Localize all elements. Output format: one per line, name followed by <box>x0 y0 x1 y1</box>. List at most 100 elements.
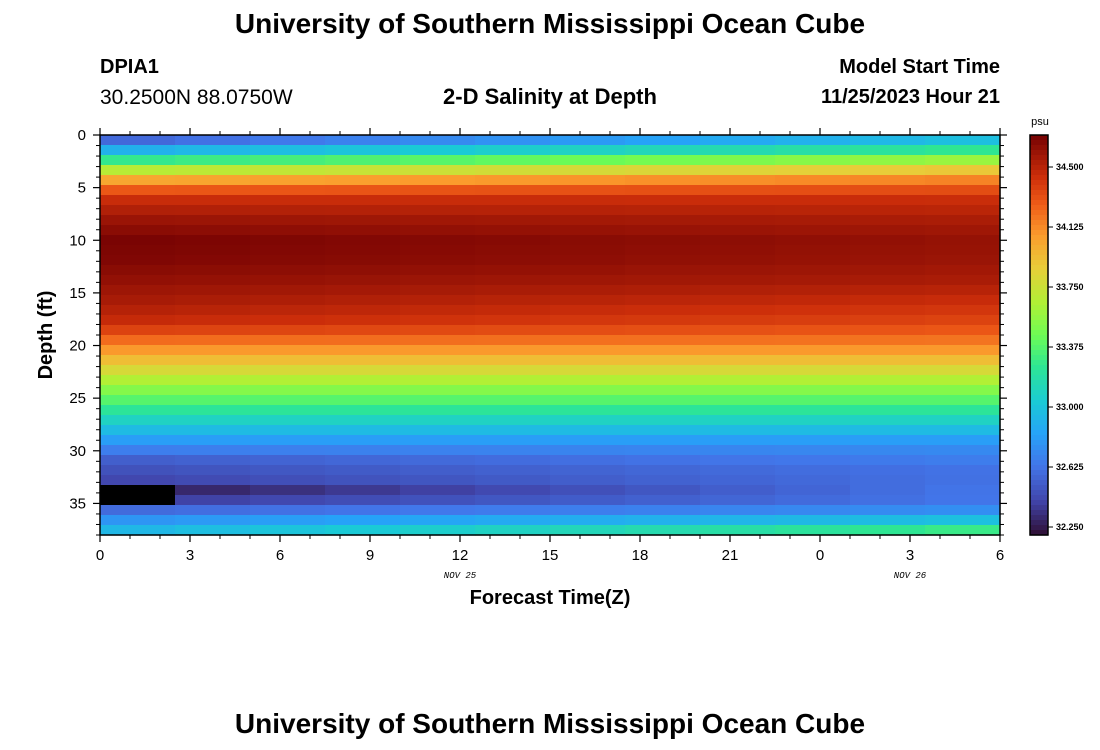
heatmap-cell <box>400 175 476 186</box>
colorbar-swatch <box>1030 230 1048 236</box>
chart-subtitle: 2-D Salinity at Depth <box>443 84 657 109</box>
heatmap-cell <box>625 485 701 496</box>
heatmap-cell <box>700 485 776 496</box>
heatmap-cell <box>475 365 551 376</box>
heatmap-cell <box>400 345 476 356</box>
heatmap-cell <box>625 325 701 336</box>
colorbar-swatch <box>1030 405 1048 411</box>
heatmap-cell <box>325 165 401 176</box>
heatmap-cell <box>775 155 851 166</box>
colorbar-swatch <box>1030 400 1048 406</box>
heatmap-cell <box>850 445 926 456</box>
heatmap-cell <box>400 275 476 286</box>
heatmap-cell <box>100 315 176 326</box>
heatmap-cell <box>925 355 1001 366</box>
colorbar-swatch <box>1030 165 1048 171</box>
y-tick-label: 10 <box>69 232 86 249</box>
heatmap-cell <box>625 225 701 236</box>
heatmap-cell <box>400 215 476 226</box>
heatmap-cell <box>550 145 626 156</box>
heatmap-cell <box>550 355 626 366</box>
heatmap-cell <box>100 405 176 416</box>
heatmap-cell <box>100 255 176 266</box>
heatmap-cell <box>925 165 1001 176</box>
heatmap-cell <box>475 415 551 426</box>
heatmap-cell <box>700 255 776 266</box>
heatmap-cell <box>925 335 1001 346</box>
heatmap-cell <box>325 155 401 166</box>
heatmap-cell <box>400 485 476 496</box>
heatmap-cell <box>775 265 851 276</box>
colorbar-swatch <box>1030 445 1048 451</box>
heatmap-cell <box>925 175 1001 186</box>
heatmap-cell <box>850 465 926 476</box>
heatmap-cell <box>100 155 176 166</box>
heatmap-cell <box>775 145 851 156</box>
heatmap-cell <box>400 465 476 476</box>
heatmap-cell <box>475 375 551 386</box>
y-tick-label: 35 <box>69 495 86 512</box>
heatmap-cell <box>250 435 326 446</box>
heatmap-cell <box>175 455 251 466</box>
colorbar-swatch <box>1030 425 1048 431</box>
heatmap-cell <box>625 505 701 516</box>
heatmap-cell <box>925 425 1001 436</box>
heatmap-cell <box>850 295 926 306</box>
heatmap-cell <box>925 305 1001 316</box>
heatmap-cell <box>775 375 851 386</box>
heatmap-cell <box>325 435 401 446</box>
heatmap-cell <box>400 255 476 266</box>
heatmap-cell <box>700 335 776 346</box>
colorbar-tick-label: 32.250 <box>1056 522 1084 532</box>
colorbar-swatch <box>1030 430 1048 436</box>
heatmap-cell <box>625 445 701 456</box>
heatmap-cell <box>325 505 401 516</box>
colorbar-swatch <box>1030 340 1048 346</box>
heatmap-cell <box>850 155 926 166</box>
heatmap-cell <box>250 485 326 496</box>
heatmap-cell <box>400 165 476 176</box>
heatmap-cell <box>550 435 626 446</box>
heatmap-cell <box>550 275 626 286</box>
heatmap-cell <box>325 335 401 346</box>
heatmap-cell <box>700 225 776 236</box>
heatmap-cell <box>175 415 251 426</box>
heatmap-cell <box>775 425 851 436</box>
heatmap-cell <box>175 435 251 446</box>
heatmap-cell <box>925 465 1001 476</box>
heatmap-cell <box>175 305 251 316</box>
heatmap-cell <box>400 495 476 506</box>
heatmap-cell <box>250 165 326 176</box>
heatmap-cell <box>700 365 776 376</box>
heatmap-cell <box>325 495 401 506</box>
heatmap-cell <box>925 265 1001 276</box>
heatmap-cell <box>175 465 251 476</box>
heatmap-cell <box>700 355 776 366</box>
heatmap-cell <box>925 395 1001 406</box>
heatmap-cell <box>250 135 326 146</box>
heatmap-cell <box>625 135 701 146</box>
heatmap-cell <box>550 455 626 466</box>
heatmap-cell <box>100 415 176 426</box>
heatmap-cell <box>325 135 401 146</box>
heatmap-cell <box>625 525 701 536</box>
heatmap-cell <box>550 475 626 486</box>
heatmap-cell <box>850 395 926 406</box>
x-axis: 0 3 6 9 12 15 18 21 0 3 6 NOV 25 NOV 26 <box>96 128 1004 581</box>
colorbar-swatch <box>1030 295 1048 301</box>
heatmap-cell <box>550 465 626 476</box>
heatmap-cell <box>775 405 851 416</box>
heatmap-cell <box>175 225 251 236</box>
colorbar-swatch <box>1030 410 1048 416</box>
heatmap-cell <box>325 285 401 296</box>
heatmap-cell <box>250 495 326 506</box>
colorbar-swatch <box>1030 170 1048 176</box>
heatmap-cell <box>850 475 926 486</box>
heatmap-cell <box>100 465 176 476</box>
colorbar-swatch <box>1030 325 1048 331</box>
heatmap-cell <box>700 405 776 416</box>
heatmap-cell <box>475 155 551 166</box>
heatmap-cell <box>175 505 251 516</box>
heatmap-cell <box>550 265 626 276</box>
heatmap-cell <box>925 155 1001 166</box>
